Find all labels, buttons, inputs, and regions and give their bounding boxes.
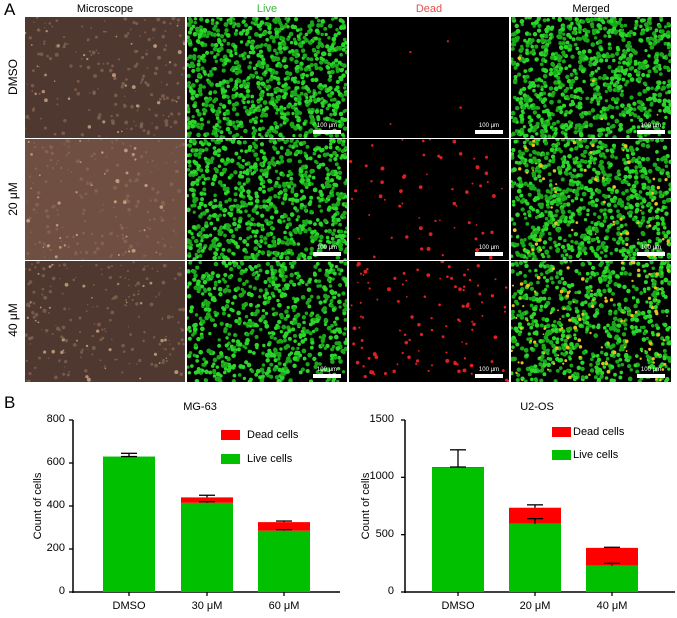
chart-title: MG-63 (183, 401, 217, 413)
y-tick: 800 (46, 413, 65, 425)
y-tick: 500 (375, 528, 394, 540)
column-header-dead: Dead (415, 3, 443, 15)
scale-bar-label: 100 μm (316, 123, 338, 129)
scale-bar-label: 100 μm (478, 367, 500, 373)
x-tick: 20 μM (519, 600, 551, 612)
y-tick: 200 (46, 542, 65, 554)
legend-label-live: Live cells (247, 453, 293, 465)
scale-bar-label: 100 μm (640, 245, 662, 251)
legend-label-live: Live cells (573, 449, 619, 461)
legend-label-dead: Dead cells (247, 429, 299, 441)
scale-bar: 100 μm (637, 245, 665, 256)
micrograph-merged-40um: 100 μm (511, 261, 671, 382)
scale-bar-label: 100 μm (640, 123, 662, 129)
legend-swatch-dead (221, 430, 240, 440)
micrograph-dead-20um: 100 μm (349, 139, 509, 260)
micrograph-live-dmso: 100 μm (187, 17, 347, 138)
scale-bar-label: 100 μm (316, 245, 338, 251)
legend-swatch-live (221, 454, 240, 464)
micrograph-live-20um: 100 μm (187, 139, 347, 260)
chart-title: U2-OS (520, 401, 554, 413)
y-tick: 0 (387, 585, 394, 597)
y-tick: 1000 (369, 470, 394, 482)
chart-plot-area (401, 419, 675, 596)
micrograph-dead-40um: 100 μm (349, 261, 509, 382)
legend-swatch-dead (552, 427, 571, 437)
micrograph-microscope-40um (25, 261, 185, 382)
panel-a-label: A (4, 0, 16, 19)
panel-b-label: B (4, 393, 16, 412)
micrograph-microscope-20um (25, 139, 185, 260)
legend-label-dead: Dead cells (573, 426, 625, 438)
scale-bar: 100 μm (475, 123, 503, 134)
micrograph-merged-dmso: 100 μm (511, 17, 671, 138)
scale-bar-label: 100 μm (478, 123, 500, 129)
column-header-live: Live (256, 3, 278, 15)
x-tick: DMSO (112, 600, 146, 612)
scale-bar-label: 100 μm (316, 367, 338, 373)
chart-plot-area (69, 419, 340, 596)
scale-bar-label: 100 μm (640, 367, 662, 373)
column-header-microscope: Microscope (76, 3, 134, 15)
legend-swatch-live (552, 450, 571, 460)
scale-bar: 100 μm (313, 245, 341, 256)
column-header-merged: Merged (572, 3, 610, 15)
y-tick: 600 (46, 456, 65, 468)
scale-bar-label: 100 μm (478, 245, 500, 251)
micrograph-microscope-dmso (25, 17, 185, 138)
scale-bar: 100 μm (637, 367, 665, 378)
x-tick: 60 μM (268, 600, 300, 612)
scale-bar: 100 μm (475, 245, 503, 256)
y-tick: 1500 (369, 413, 394, 425)
x-tick: 40 μM (596, 600, 628, 612)
scale-bar: 100 μm (475, 367, 503, 378)
micrograph-dead-dmso: 100 μm (349, 17, 509, 138)
scale-bar: 100 μm (313, 123, 341, 134)
scale-bar: 100 μm (637, 123, 665, 134)
y-tick: 400 (46, 499, 65, 511)
y-tick: 0 (58, 585, 65, 597)
x-tick: 30 μM (191, 600, 223, 612)
micrograph-live-40um: 100 μm (187, 261, 347, 382)
scale-bar: 100 μm (313, 367, 341, 378)
x-tick: DMSO (441, 600, 475, 612)
micrograph-merged-20um: 100 μm (511, 139, 671, 260)
